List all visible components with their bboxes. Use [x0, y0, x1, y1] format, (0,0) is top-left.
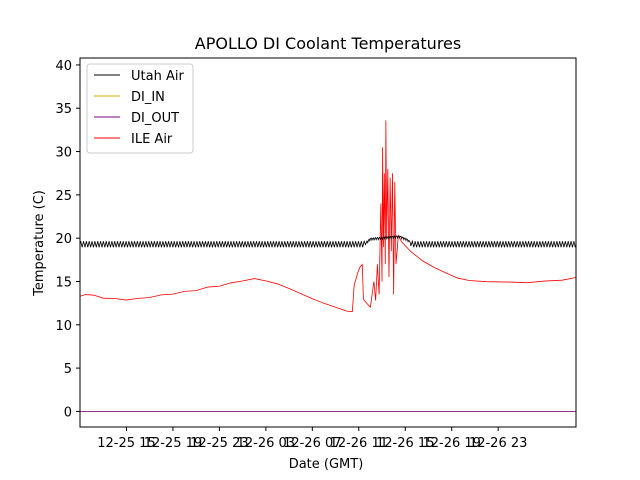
x-tick-label: 12-26 19: [422, 436, 480, 451]
x-tick-label: 12-26 11: [330, 436, 388, 451]
legend-label: DI_IN: [131, 90, 165, 105]
plot-frame: [79, 57, 577, 428]
legend-box: [86, 63, 194, 154]
x-axis-title: Date (GMT): [289, 457, 364, 472]
chart-title: APOLLO DI Coolant Temperatures: [195, 34, 461, 53]
legend-label: Utah Air: [131, 69, 184, 84]
x-tick-label: 12-25 19: [144, 436, 202, 451]
y-tick-label: 35: [55, 102, 72, 117]
series-line-utah-air: [79, 235, 577, 248]
legend-items: Utah Air DI_IN DI_OUT ILE Air: [94, 69, 184, 147]
x-tick-label: 12-26 07: [283, 436, 341, 451]
y-tick-label: 30: [55, 146, 72, 161]
y-tick-label: 5: [64, 362, 72, 377]
series-layer: [79, 120, 577, 412]
y-tick-label: 15: [55, 275, 72, 290]
x-tick-label: 12-25 15: [97, 436, 155, 451]
y-tick-label: 0: [64, 405, 72, 420]
y-tick-label: 10: [55, 319, 72, 334]
y-axis: 0 5 10 15 20 25 30 35 40: [55, 59, 80, 420]
y-tick-label: 40: [55, 59, 72, 74]
x-tick-label: 12-26 23: [469, 436, 527, 451]
x-tick-label: 12-26 15: [376, 436, 434, 451]
y-tick-label: 20: [55, 232, 72, 247]
legend-label: ILE Air: [131, 132, 173, 147]
legend-label: DI_OUT: [131, 111, 179, 126]
series-line-ile-air: [79, 120, 577, 312]
x-tick-label: 12-26 03: [237, 436, 295, 451]
legend: Utah Air DI_IN DI_OUT ILE Air: [86, 63, 194, 154]
x-tick-label: 12-25 23: [190, 436, 248, 451]
y-axis-title: Temperature (C): [32, 190, 47, 297]
y-tick-label: 25: [55, 189, 72, 204]
